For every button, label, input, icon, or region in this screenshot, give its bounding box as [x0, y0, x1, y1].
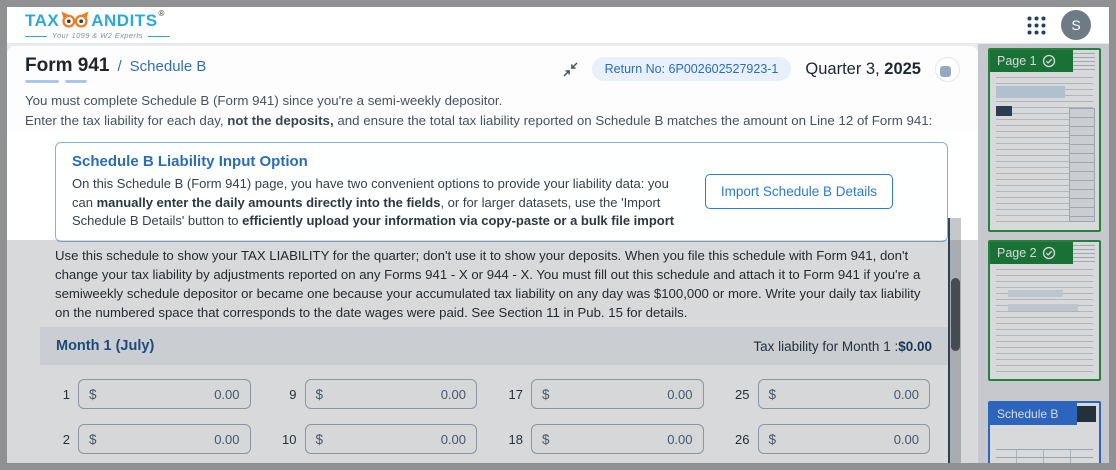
registered-mark: ®	[158, 9, 165, 19]
liability-cell: 2 $0.00	[50, 424, 251, 454]
liability-value: 0.00	[440, 431, 466, 447]
liability-cell: 25 $0.00	[730, 379, 930, 409]
liability-input-day-2[interactable]: $0.00	[78, 424, 251, 454]
app-root: TAX ANDITS ® Your 1099 & W2 Experts	[7, 7, 1109, 463]
user-avatar[interactable]: S	[1061, 10, 1091, 40]
schedule-b-label: Schedule B	[997, 407, 1059, 421]
check-circle-icon	[1042, 54, 1055, 68]
liability-value: 0.00	[893, 386, 919, 402]
taxbandits-logo[interactable]: TAX ANDITS ® Your 1099 & W2 Experts	[25, 10, 170, 40]
currency-symbol: $	[542, 431, 550, 447]
currency-symbol: $	[315, 431, 324, 447]
import-schedule-b-button[interactable]: Import Schedule B Details	[704, 174, 893, 210]
day-number: 18	[508, 431, 523, 447]
liability-value: 0.00	[667, 386, 693, 402]
liability-cell: 26 $0.00	[730, 424, 930, 454]
page2-thumbnail-preview	[996, 269, 1093, 374]
schedule-b-instructions: Use this schedule to show your TAX LIABI…	[55, 248, 921, 320]
input-option-section: Schedule B Liability Input Option On thi…	[7, 132, 978, 242]
page-subtitle: Schedule B	[129, 58, 207, 75]
day-number: 26	[735, 431, 750, 447]
liability-input-day-10[interactable]: $0.00	[304, 424, 477, 454]
schedule-b-banner: Schedule B	[990, 403, 1078, 425]
liability-value: 0.00	[893, 431, 919, 447]
liability-cell: 10 $0.00	[277, 424, 477, 454]
thumbnail-page-1[interactable]: Page 1	[988, 48, 1101, 232]
liability-input-day-18[interactable]: $0.00	[531, 424, 704, 454]
currency-symbol: $	[315, 386, 324, 402]
apps-grid-icon[interactable]	[1026, 15, 1047, 36]
logo-text-andits: ANDITS	[91, 10, 158, 30]
check-circle-icon	[1042, 246, 1055, 260]
page2-thumbnail-preview	[1008, 304, 1078, 311]
liability-cell: 17 $0.00	[503, 379, 704, 409]
title-underline-decoration	[25, 80, 109, 83]
quarter-label: Quarter 3, 2025	[805, 59, 921, 78]
liability-value: 0.00	[214, 431, 240, 447]
schedule-b-input-option-box: Schedule B Liability Input Option On thi…	[55, 142, 948, 242]
month1-header: Month 1 (July) Tax liability for Month 1…	[40, 327, 948, 365]
day-number: 2	[62, 431, 70, 447]
tagline-line-left	[25, 35, 47, 37]
month1-section: Month 1 (July) Tax liability for Month 1…	[40, 327, 948, 463]
liability-input-day-17[interactable]: $0.00	[531, 379, 704, 409]
page1-banner: Page 1	[990, 50, 1073, 72]
scrollbar-thumb[interactable]	[951, 278, 960, 351]
day-number: 10	[282, 431, 297, 447]
logo-text-tax: TAX	[25, 10, 60, 30]
return-number-badge: Return No: 6P002602527923-1	[591, 57, 792, 81]
liability-value: 0.00	[667, 431, 693, 447]
vertical-scrollbar[interactable]	[948, 218, 961, 463]
schedule-b-thumbnail-preview	[996, 449, 1093, 463]
page-title: Form 941	[25, 55, 110, 76]
currency-symbol: $	[89, 386, 97, 402]
liability-value: 0.00	[440, 386, 466, 402]
liability-input-day-25[interactable]: $0.00	[757, 379, 930, 409]
currency-symbol: $	[768, 431, 777, 447]
day-number: 9	[289, 386, 297, 402]
page1-thumbnail-preview	[1069, 108, 1095, 222]
form-content-card: Form 941 / Schedule B	[7, 46, 978, 463]
logo-tagline: Your 1099 & W2 Experts	[52, 31, 143, 41]
day-number: 25	[735, 386, 750, 402]
page1-thumbnail-preview	[996, 86, 1065, 98]
collapse-arrows-icon[interactable]	[563, 62, 578, 77]
day-number: 1	[62, 386, 70, 402]
liability-value: 0.00	[214, 386, 240, 402]
thumbnail-schedule-b[interactable]: Schedule B	[988, 401, 1101, 463]
form-scroll-area: Schedule B Liability Input Option On thi…	[7, 132, 978, 463]
day-number: 17	[508, 386, 523, 402]
currency-symbol: $	[768, 386, 777, 402]
currency-symbol: $	[89, 431, 97, 447]
liability-input-day-9[interactable]: $0.00	[304, 379, 477, 409]
page1-thumbnail-preview	[996, 106, 1012, 116]
top-navbar: TAX ANDITS ® Your 1099 & W2 Experts	[7, 7, 1109, 44]
month1-label: Month 1 (July)	[56, 338, 155, 354]
quarter-widget-icon[interactable]	[935, 56, 960, 82]
page2-thumbnail-preview	[1008, 290, 1063, 297]
month1-total: Tax liability for Month 1 :$0.00	[753, 338, 932, 354]
liability-input-day-1[interactable]: $0.00	[78, 379, 251, 409]
info-box-body: On this Schedule B (Form 941) page, you …	[72, 176, 675, 228]
liability-input-day-26[interactable]: $0.00	[757, 424, 930, 454]
info-box-title: Schedule B Liability Input Option	[72, 153, 308, 170]
page2-banner: Page 2	[990, 242, 1073, 264]
thumbnail-page-2[interactable]: Page 2	[988, 240, 1101, 381]
form-header: Form 941 / Schedule B	[7, 46, 978, 83]
page1-label: Page 1	[997, 54, 1037, 68]
liability-cell: 9 $0.00	[277, 379, 477, 409]
notice-line-1: You must complete Schedule B (Form 941) …	[25, 93, 503, 108]
title-separator: /	[117, 58, 122, 75]
liability-cell: 18 $0.00	[503, 424, 704, 454]
owl-glasses-icon	[61, 11, 89, 28]
tagline-line-right	[147, 35, 170, 37]
currency-symbol: $	[542, 386, 550, 402]
liability-day-grid: 1 $0.00 9 $0.00 17 $0.00 25 $0.00 2 $0.00 10 $…	[40, 365, 948, 463]
page2-label: Page 2	[997, 246, 1037, 260]
liability-cell: 1 $0.00	[50, 379, 251, 409]
page-thumbnails-sidebar: Page 1 Page 2 Schedule B	[978, 44, 1109, 463]
